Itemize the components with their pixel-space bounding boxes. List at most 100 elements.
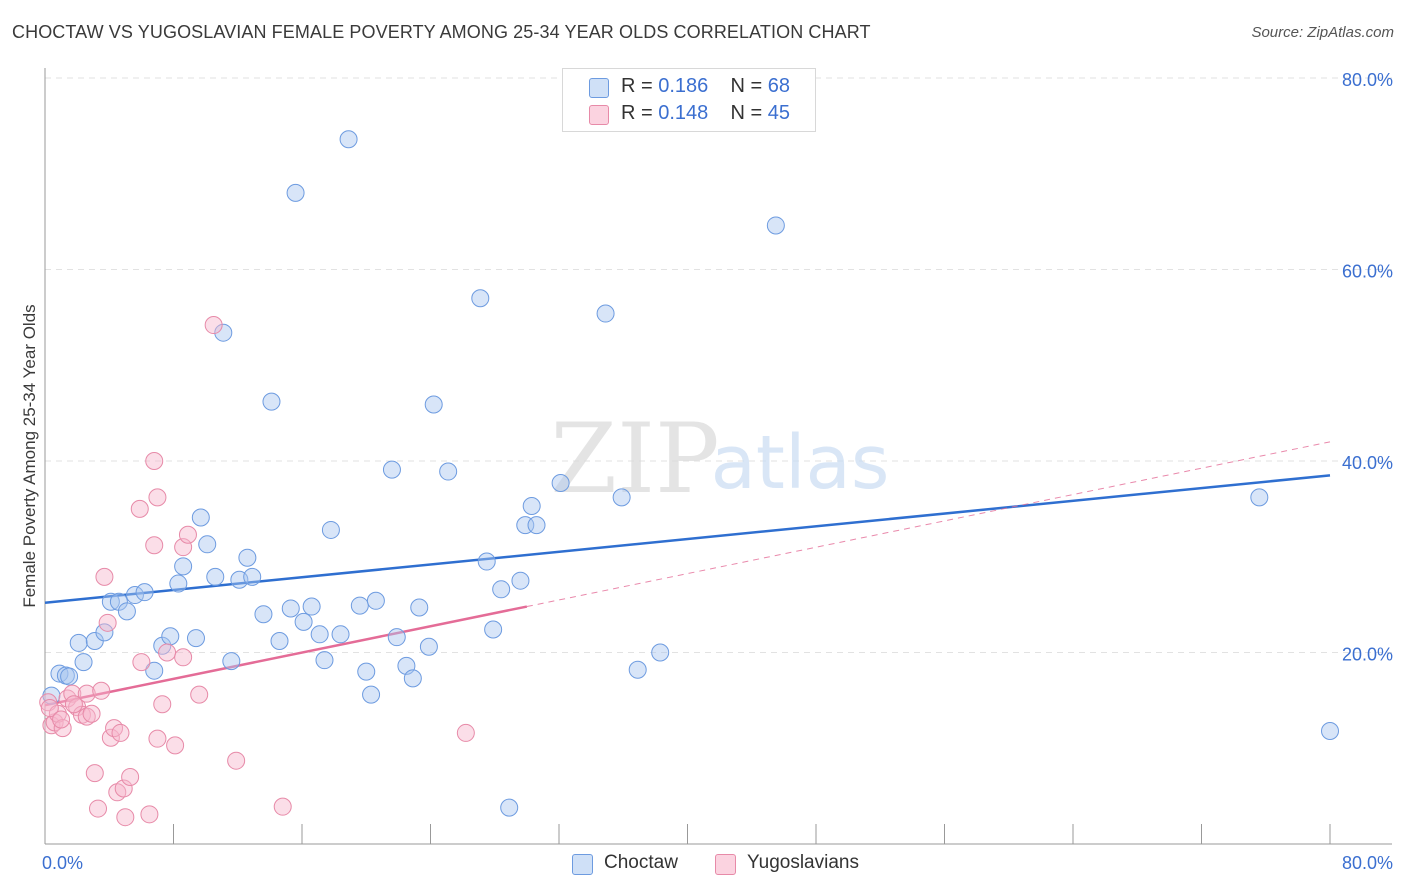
choctaw-point bbox=[69, 633, 88, 652]
grid-layer bbox=[45, 77, 1392, 653]
yugoslavians-trend-extension bbox=[526, 441, 1331, 608]
choctaw-point bbox=[477, 552, 496, 571]
tick-labels: 20.0% 40.0% 60.0% 80.0% 0.0% 80.0% bbox=[42, 70, 1393, 873]
yugoslavians-point bbox=[145, 452, 164, 470]
choctaw-point bbox=[169, 574, 188, 593]
yugoslavians-point bbox=[116, 808, 135, 827]
yugoslavians-trend-line bbox=[44, 605, 528, 707]
yugoslavians-point bbox=[178, 525, 197, 544]
choctaw-point bbox=[651, 643, 670, 662]
r-value: 0.186 bbox=[658, 75, 709, 97]
yugoslavians-point bbox=[130, 499, 149, 518]
yugoslavians-point bbox=[111, 723, 130, 742]
choctaw-point bbox=[321, 520, 340, 539]
yugoslavians-point bbox=[89, 799, 108, 818]
choctaw-point bbox=[294, 612, 313, 631]
watermark-zip: ZIP bbox=[550, 403, 719, 515]
yugoslavians-point bbox=[456, 723, 475, 742]
choctaw-point bbox=[612, 488, 631, 507]
choctaw-point bbox=[243, 567, 262, 586]
choctaw-point bbox=[74, 653, 93, 672]
yugoslavians-point bbox=[121, 767, 140, 786]
r-label: R = bbox=[621, 102, 653, 124]
choctaw-point bbox=[1250, 488, 1269, 507]
yugoslavians-point bbox=[273, 797, 292, 816]
choctaw-point bbox=[522, 497, 541, 516]
choctaw-point bbox=[362, 685, 381, 704]
choctaw-point bbox=[387, 628, 406, 647]
choctaw-point bbox=[214, 323, 233, 342]
yugoslavians-point bbox=[227, 751, 246, 770]
source-credit: Source: ZipAtlas.com bbox=[1251, 24, 1394, 41]
y-tick-label: 60.0% bbox=[1342, 262, 1393, 282]
choctaw-point bbox=[174, 557, 193, 576]
choctaw-point bbox=[350, 596, 369, 615]
legend-label: Yugoslavians bbox=[747, 852, 859, 873]
n-value: 68 bbox=[767, 75, 791, 97]
yugoslavians-point bbox=[95, 567, 114, 586]
choctaw-point bbox=[596, 304, 615, 323]
axes bbox=[44, 68, 1392, 845]
yugoslavians-point bbox=[174, 648, 193, 667]
y-tick-label: 40.0% bbox=[1342, 453, 1393, 473]
stats-text: R = 0.148 N = 45 bbox=[621, 102, 790, 125]
choctaw-point bbox=[766, 216, 785, 235]
r-label: R = bbox=[621, 75, 653, 97]
choctaw-point bbox=[135, 583, 154, 602]
yugoslavians-swatch bbox=[589, 105, 609, 125]
choctaw-point bbox=[439, 462, 458, 481]
choctaw-point bbox=[339, 130, 358, 149]
choctaw-point bbox=[331, 625, 350, 644]
y-tick-label: 20.0% bbox=[1342, 645, 1393, 665]
stats-text: R = 0.186 N = 68 bbox=[621, 75, 790, 98]
yugoslavians-point bbox=[132, 653, 151, 672]
choctaw-point bbox=[254, 605, 273, 624]
choctaw-point bbox=[500, 798, 519, 817]
choctaw-point bbox=[222, 652, 241, 671]
choctaw-point bbox=[357, 662, 376, 681]
yugoslavians-legend-swatch bbox=[715, 854, 736, 875]
choctaw-point bbox=[302, 597, 321, 616]
choctaw-point bbox=[315, 651, 334, 670]
yugoslavians-point bbox=[40, 699, 59, 718]
stats-box: R = 0.186 N = 68 R = 0.148 N = 45 bbox=[562, 68, 816, 132]
choctaw-point bbox=[161, 627, 180, 646]
choctaw-point bbox=[511, 571, 530, 590]
n-label: N = bbox=[730, 75, 763, 97]
choctaw-point bbox=[286, 183, 305, 202]
yugoslavians-point bbox=[140, 805, 159, 824]
yugoslavians-point bbox=[190, 685, 209, 704]
yugoslavians-point bbox=[77, 684, 96, 703]
yugoslavians-point bbox=[85, 764, 104, 783]
yugoslavians-point bbox=[64, 695, 83, 714]
choctaw-point bbox=[403, 669, 422, 688]
choctaw-point bbox=[551, 474, 570, 493]
choctaw-point bbox=[310, 625, 329, 644]
choctaw-point bbox=[95, 623, 114, 642]
r-value: 0.148 bbox=[658, 102, 709, 124]
choctaw-point bbox=[527, 516, 546, 535]
watermark-atlas: atlas bbox=[711, 420, 890, 506]
choctaw-point bbox=[492, 580, 511, 599]
choctaw-point bbox=[270, 632, 289, 651]
choctaw-point bbox=[424, 395, 443, 414]
choctaw-point bbox=[262, 392, 281, 411]
choctaw-point bbox=[366, 591, 385, 610]
x-tick-label: 80.0% bbox=[1342, 853, 1393, 873]
yugoslavians-point bbox=[77, 707, 96, 726]
choctaw-point bbox=[419, 637, 438, 656]
y-tick-label: 80.0% bbox=[1342, 70, 1393, 90]
n-label: N = bbox=[730, 102, 763, 124]
yugoslavians-point bbox=[101, 728, 120, 747]
yugoslavians-point bbox=[82, 704, 101, 723]
yugoslavians-point bbox=[158, 643, 177, 662]
choctaw-point bbox=[198, 535, 217, 554]
choctaw-point bbox=[484, 620, 503, 639]
legend-label: Choctaw bbox=[604, 852, 678, 873]
x-tick-label: 0.0% bbox=[42, 853, 83, 873]
yugoslavians-point bbox=[166, 736, 185, 755]
yugoslavians-point bbox=[92, 681, 111, 700]
choctaw-point bbox=[186, 629, 205, 648]
yugoslavians-point bbox=[52, 710, 71, 729]
